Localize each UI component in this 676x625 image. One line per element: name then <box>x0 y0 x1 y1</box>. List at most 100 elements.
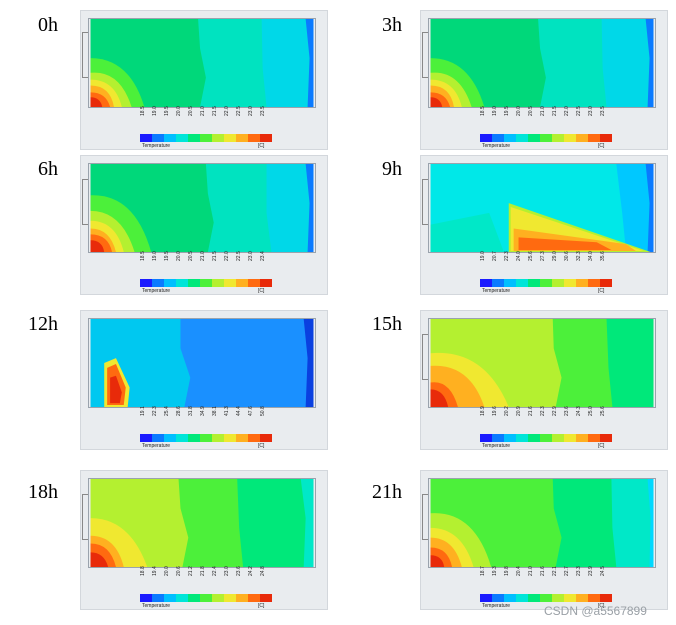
legend-swatch <box>492 279 504 287</box>
legend-unit: [C] <box>258 603 265 609</box>
legend-tick: 22.3 <box>540 406 546 416</box>
legend-swatch <box>152 594 164 602</box>
legend-swatch <box>480 134 492 142</box>
legend-tick: 18.5 <box>140 251 146 261</box>
legend-swatch <box>224 134 236 142</box>
legend-tick: 21.0 <box>200 106 206 116</box>
legend-tick: 24.3 <box>576 406 582 416</box>
legend-tick: 28.6 <box>176 406 182 416</box>
legend-swatch <box>248 434 260 442</box>
legend-tick: 23.6 <box>236 566 242 576</box>
contour-panel-6h: 18.5 19.0 19.5 20.0 20.5 21.0 21.5 22.0 … <box>80 155 328 295</box>
legend-swatch <box>540 134 552 142</box>
legend-tick: 22.5 <box>236 106 242 116</box>
legend-swatch <box>552 594 564 602</box>
legend-tick: 25.6 <box>528 251 534 261</box>
legend-swatch <box>200 594 212 602</box>
legend-swatch <box>140 279 152 287</box>
legend-swatch <box>600 434 612 442</box>
legend-swatch <box>588 134 600 142</box>
legend-tick: 21.5 <box>552 106 558 116</box>
color-legend: 18.8 19.4 20.0 20.6 21.2 21.8 22.4 23.0 … <box>140 566 280 609</box>
legend-tick: 20.4 <box>516 566 522 576</box>
legend-tick: 19.0 <box>152 251 158 261</box>
time-label-0h: 0h <box>38 14 58 36</box>
legend-swatch <box>576 594 588 602</box>
legend-unit: [C] <box>258 443 265 449</box>
legend-swatch <box>528 594 540 602</box>
time-label-6h: 6h <box>38 158 58 180</box>
legend-swatch <box>588 594 600 602</box>
legend-tick: 21.8 <box>200 566 206 576</box>
legend-tick: 32.3 <box>576 251 582 261</box>
legend-swatch <box>248 134 260 142</box>
legend-tick: 24.5 <box>600 566 606 576</box>
legend-tick: 21.2 <box>188 566 194 576</box>
inlet-bracket <box>422 494 429 540</box>
legend-tick: 47.6 <box>248 406 254 416</box>
legend-unit: [C] <box>258 143 265 149</box>
time-label-9h: 9h <box>382 158 402 180</box>
legend-swatch <box>164 279 176 287</box>
legend-ticks: 18.9 19.6 20.2 20.9 21.6 22.3 22.9 23.6 … <box>480 406 614 428</box>
legend-swatch <box>516 279 528 287</box>
legend-swatch <box>236 279 248 287</box>
legend-tick: 19.0 <box>492 106 498 116</box>
legend-tick: 24.0 <box>516 251 522 261</box>
legend-swatch <box>540 434 552 442</box>
legend-swatch <box>140 434 152 442</box>
inlet-bracket <box>82 32 89 78</box>
legend-title: Temperature <box>482 288 511 294</box>
legend-swatch <box>224 279 236 287</box>
legend-swatch <box>576 134 588 142</box>
contour-panel-0h: 18.5 19.0 19.5 20.0 20.5 21.0 21.5 22.0 … <box>80 10 328 150</box>
legend-tick: 19.5 <box>164 251 170 261</box>
legend-swatch <box>552 134 564 142</box>
legend-swatch <box>248 594 260 602</box>
watermark: CSDN @a5567899 <box>544 604 647 618</box>
legend-swatch <box>164 594 176 602</box>
legend-swatch <box>600 594 612 602</box>
legend-swatch <box>492 594 504 602</box>
temperature-field <box>428 163 656 253</box>
legend-swatch <box>516 594 528 602</box>
legend-tick: 20.7 <box>492 251 498 261</box>
time-label-21h: 21h <box>372 481 402 503</box>
legend-title: Temperature <box>482 443 511 449</box>
contour-panel-15h: 18.9 19.6 20.2 20.9 21.6 22.3 22.9 23.6 … <box>420 310 668 450</box>
legend-tick: 23.0 <box>588 106 594 116</box>
legend-tick: 22.3 <box>504 251 510 261</box>
time-label-12h: 12h <box>28 313 58 335</box>
inlet-bracket <box>422 334 429 380</box>
color-legend: 18.5 19.0 19.5 20.0 20.5 21.0 21.5 22.0 … <box>480 106 620 149</box>
time-label-18h: 18h <box>28 481 58 503</box>
legend-unit: [C] <box>598 288 605 294</box>
legend-swatch <box>564 134 576 142</box>
legend-unit: [C] <box>598 603 605 609</box>
color-legend: 18.5 19.0 19.5 20.0 20.5 21.0 21.5 22.0 … <box>140 106 280 149</box>
temperature-field <box>88 163 316 253</box>
legend-swatch <box>188 434 200 442</box>
legend-swatch <box>176 134 188 142</box>
legend-tick: 23.9 <box>588 566 594 576</box>
time-label-15h: 15h <box>372 313 402 335</box>
legend-tick: 21.0 <box>540 106 546 116</box>
legend-tick: 23.0 <box>248 251 254 261</box>
legend-tick: 22.9 <box>552 406 558 416</box>
legend-tick: 44.4 <box>236 406 242 416</box>
legend-swatch <box>576 434 588 442</box>
legend-tick: 24.2 <box>248 566 254 576</box>
legend-swatch <box>224 594 236 602</box>
legend-swatch <box>236 434 248 442</box>
contour-panel-9h: 19.0 20.7 22.3 24.0 25.6 27.3 29.0 30.6 … <box>420 155 668 295</box>
legend-swatch <box>164 434 176 442</box>
legend-tick: 19.1 <box>140 406 146 416</box>
legend-swatch <box>200 134 212 142</box>
legend-tick: 30.6 <box>564 251 570 261</box>
legend-swatch <box>140 594 152 602</box>
legend-tick: 22.0 <box>224 106 230 116</box>
contour-panel-12h: 19.1 22.3 25.4 28.6 31.8 34.9 38.1 41.3 … <box>80 310 328 450</box>
legend-tick: 18.7 <box>480 566 486 576</box>
legend-tick: 22.1 <box>552 566 558 576</box>
legend-tick: 35.6 <box>600 251 606 261</box>
